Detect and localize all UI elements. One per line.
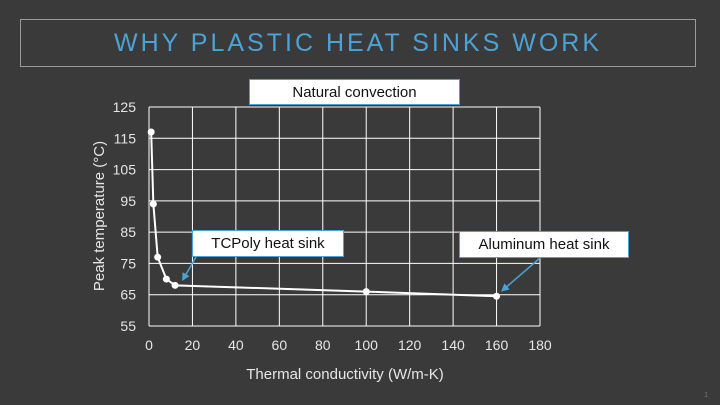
chart-series [147,128,501,300]
x-tick-label: 20 [185,337,201,353]
annotation-aluminum: Aluminum heat sink [459,231,629,258]
data-point [154,253,162,261]
chart-ticks: 0 20 40 60 80 100 120 140 160 180 55 65 75 85 95 105 115… [113,99,552,353]
series-line [150,131,497,298]
x-tick-label: 0 [145,337,153,353]
data-point [362,288,370,296]
x-tick-label: 120 [398,337,422,353]
y-tick-label: 95 [120,193,136,209]
y-tick-label: 105 [113,162,137,178]
x-tick-label: 100 [355,337,379,353]
y-tick-label: 85 [120,224,136,240]
chart-grid [148,106,541,327]
y-tick-label: 55 [120,318,136,334]
arrow-tcpoly [182,256,197,282]
data-point [493,292,501,300]
data-point [149,200,157,208]
x-tick-label: 160 [485,337,509,353]
y-tick-label: 75 [120,255,136,271]
slide-number: 1 [704,392,708,399]
slide-title: WHY PLASTIC HEAT SINKS WORK [113,28,603,57]
chart-title: Natural convection [249,79,460,105]
annotation-tcpoly: TCPoly heat sink [192,230,344,257]
x-tick-label: 60 [272,337,288,353]
x-tick-label: 140 [441,337,465,353]
y-axis-label: Peak temperature (°C) [91,141,108,291]
chart-arrows [182,256,541,292]
x-tick-label: 180 [528,337,552,353]
data-point [162,275,170,283]
x-tick-label: 80 [315,337,331,353]
x-tick-label: 40 [228,337,244,353]
y-tick-label: 125 [113,99,137,115]
y-tick-label: 115 [114,130,137,146]
data-point [171,281,179,289]
x-axis-label: Thermal conductivity (W/m-K) [246,366,444,383]
y-tick-label: 65 [120,287,136,303]
arrow-aluminum [501,257,541,292]
title-frame: WHY PLASTIC HEAT SINKS WORK [20,19,696,67]
data-point [147,128,155,136]
